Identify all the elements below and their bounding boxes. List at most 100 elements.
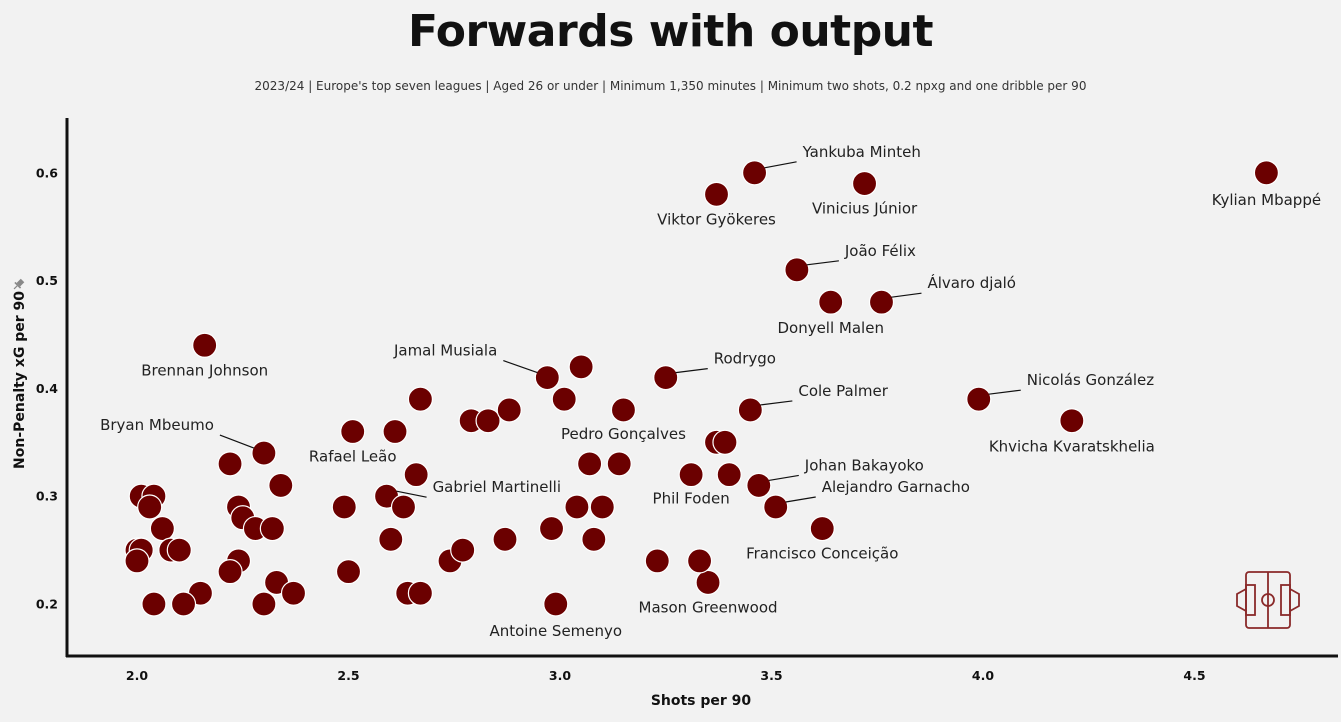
data-point	[644, 548, 670, 574]
point-label: Kylian Mbappé	[1212, 191, 1321, 209]
data-point	[124, 548, 150, 574]
data-point	[496, 397, 522, 423]
leader-line	[396, 490, 427, 498]
point-label: Gabriel Martinelli	[433, 478, 561, 496]
point-vinicius-j-nior	[851, 170, 878, 197]
axis-ticks: 2.0 2.5 3.0 3.5 4.0 4.5 0.2 0.3 0.4 0.5 0.6	[36, 165, 1206, 683]
data-point	[149, 515, 175, 542]
leader-line	[785, 496, 816, 503]
point-label: Brennan Johnson	[141, 361, 268, 379]
point-label: Viktor Gyökeres	[657, 210, 776, 228]
data-point	[390, 494, 417, 520]
point-label: Khvicha Kvaratskhelia	[989, 438, 1155, 456]
data-point	[564, 494, 590, 520]
data-point	[280, 580, 307, 606]
point-label: Cole Palmer	[798, 382, 888, 400]
point-phil-foden	[678, 462, 704, 488]
x-tick-label: 4.0	[972, 668, 994, 683]
y-tick-label: 0.4	[36, 381, 58, 396]
data-point	[551, 386, 577, 412]
x-tick-label: 2.5	[337, 668, 359, 683]
leader-line	[760, 400, 793, 406]
data-point	[568, 354, 594, 380]
data-point	[378, 526, 404, 552]
data-point	[589, 494, 615, 520]
point-label: Rodrygo	[714, 350, 776, 368]
point-antoine-semenyo	[543, 591, 569, 617]
point-alejandro-garnacho	[763, 494, 789, 520]
data-point	[492, 526, 518, 552]
point-jamal-musiala	[534, 365, 560, 391]
data-point	[538, 515, 565, 542]
point-pedro-gon-alves	[610, 397, 637, 423]
y-axis-label-pin-icon	[13, 278, 25, 290]
point-jo-o-f-lix	[784, 257, 810, 283]
x-tick-label: 2.0	[126, 668, 148, 683]
data-point	[475, 408, 501, 434]
point-label: Johan Bakayoko	[804, 456, 924, 474]
leader-line	[675, 368, 708, 374]
point-labels: Yankuba Minteh Viktor Gyökeres Vinicius Jú…	[100, 143, 1321, 640]
leader-line	[764, 161, 797, 169]
x-axis-label: Shots per 90	[651, 693, 752, 709]
data-point	[403, 462, 429, 488]
data-point	[217, 559, 243, 585]
x-tick-label: 3.0	[549, 668, 571, 683]
y-tick-label: 0.3	[36, 489, 58, 504]
point-mason-greenwood	[695, 569, 721, 596]
y-axis-label: Non-Penalty xG per 90	[12, 291, 28, 469]
leader-line	[891, 292, 922, 298]
point-label: Álvaro djaló	[927, 273, 1016, 292]
point-rodrygo	[653, 365, 679, 391]
data-point	[716, 462, 742, 488]
data-point	[259, 515, 285, 542]
leader-line	[219, 434, 255, 449]
data-point	[331, 494, 357, 520]
leader-line	[806, 260, 839, 266]
data-point	[217, 451, 243, 477]
point-khvicha-kvaratskhelia	[1059, 408, 1085, 434]
chart-title: Forwards with output	[407, 6, 934, 57]
point-label: Nicolás González	[1027, 371, 1155, 389]
point-label: Donyell Malen	[777, 319, 883, 337]
data-point	[166, 537, 192, 563]
point-yankuba-minteh	[741, 160, 768, 186]
point-label: Bryan Mbeumo	[100, 416, 214, 434]
point--lvaro-djal-	[868, 289, 895, 315]
point-label: Alejandro Garnacho	[822, 478, 970, 496]
data-point	[382, 418, 408, 445]
point-label: Phil Foden	[653, 490, 730, 508]
data-point	[335, 559, 362, 585]
leader-lines	[219, 161, 1021, 503]
data-point	[686, 548, 713, 574]
data-point	[170, 591, 197, 617]
point-bryan-mbeumo	[251, 440, 277, 466]
data-point	[577, 451, 603, 477]
point-rafael-le-o	[340, 418, 366, 445]
data-point	[141, 591, 167, 617]
point-cole-palmer	[737, 397, 763, 423]
chart-subtitle: 2023/24 | Europe's top seven leagues | A…	[254, 79, 1087, 93]
x-tick-label: 3.5	[760, 668, 782, 683]
leader-line	[768, 474, 799, 482]
y-tick-label: 0.6	[36, 165, 58, 180]
data-point	[581, 526, 607, 552]
point-kylian-mbapp-	[1253, 160, 1280, 186]
point-label: Pedro Gonçalves	[561, 425, 686, 443]
point-label: Rafael Leão	[309, 448, 397, 466]
point-label: Yankuba Minteh	[802, 143, 921, 161]
point-brennan-johnson	[192, 332, 218, 358]
data-point	[268, 472, 294, 499]
point-label: Mason Greenwood	[639, 598, 778, 616]
point-label: Jamal Musiala	[393, 342, 497, 360]
points-layer	[124, 160, 1280, 617]
leader-line	[503, 360, 538, 374]
data-point	[407, 386, 434, 412]
leader-line	[988, 389, 1021, 395]
point-label: João Félix	[844, 242, 916, 260]
point-francisco-concei-o	[809, 515, 835, 542]
data-point	[450, 537, 476, 563]
data-point	[407, 580, 434, 606]
point-label: Antoine Semenyo	[489, 622, 622, 640]
